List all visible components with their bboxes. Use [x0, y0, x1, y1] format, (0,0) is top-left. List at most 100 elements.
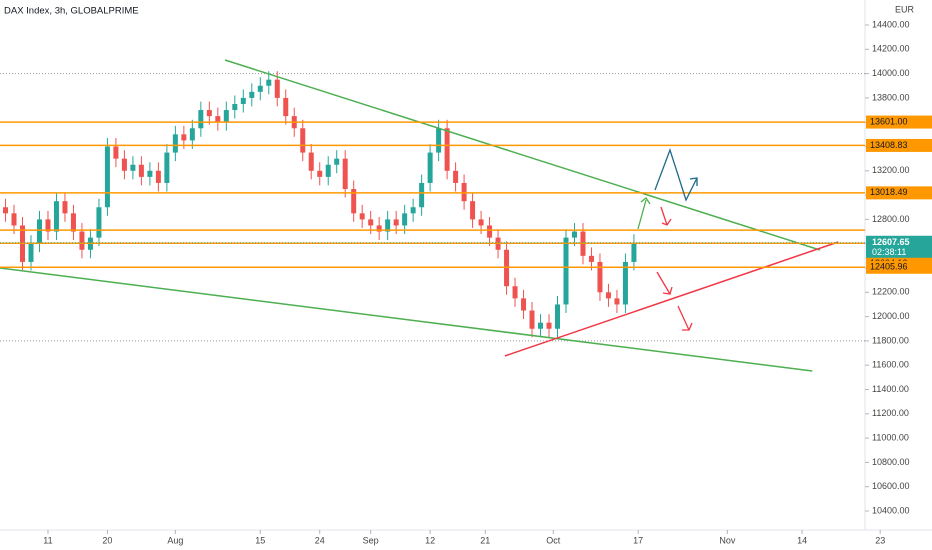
- x-tick-label: 11: [43, 535, 52, 545]
- candle-body: [563, 237, 569, 305]
- candle-body: [11, 213, 17, 226]
- candle-body: [461, 182, 467, 202]
- x-tick-label: Nov: [719, 535, 736, 545]
- candle-body: [232, 103, 238, 111]
- y-tick-label: 12000.00: [872, 311, 910, 321]
- level-price-box: [866, 138, 932, 152]
- candle-body: [147, 170, 153, 177]
- arrow-down: [677, 305, 693, 331]
- candle-body: [300, 128, 306, 153]
- x-tick-label: 20: [102, 535, 112, 545]
- candle-body: [28, 243, 34, 262]
- level-price-box: [866, 260, 932, 274]
- candle-body: [605, 292, 611, 299]
- axis-unit: EUR: [895, 4, 915, 14]
- candle-body: [53, 201, 59, 232]
- chart-title: DAX Index, 3h, GLOBALPRIME: [4, 6, 139, 17]
- y-tick-label: 11800.00: [872, 335, 909, 345]
- trend-line: [224, 59, 821, 251]
- arrow-down: [660, 206, 672, 226]
- candle-body: [393, 219, 399, 226]
- candle-body: [240, 97, 246, 104]
- level-price-label: 12405.96: [870, 262, 908, 272]
- level-price-label: 13408.83: [870, 140, 908, 150]
- candle-body: [555, 304, 561, 329]
- candle-body: [376, 225, 382, 232]
- y-tick-label: 10800.00: [872, 457, 910, 467]
- x-tick-label: 23: [875, 535, 885, 545]
- x-tick-label: 24: [315, 535, 325, 545]
- y-tick-label: 14000.00: [872, 68, 910, 78]
- x-tick-label: Sep: [363, 535, 379, 545]
- candle-body: [334, 158, 340, 165]
- y-tick-label: 10400.00: [872, 505, 910, 515]
- candle-body: [96, 207, 102, 238]
- arrow-up: [637, 197, 651, 230]
- candle-body: [385, 219, 391, 232]
- candle-body: [538, 322, 544, 329]
- x-tick-label: 21: [480, 535, 490, 545]
- candle-body: [419, 182, 425, 208]
- candle-body: [529, 310, 535, 329]
- trend-line: [0, 267, 813, 372]
- x-tick-label: 15: [255, 535, 265, 545]
- candle-body: [622, 261, 628, 305]
- candle-body: [181, 134, 187, 141]
- candle-body: [325, 164, 331, 177]
- candle-body: [274, 79, 280, 98]
- y-tick-label: 11000.00: [872, 432, 909, 442]
- projection-zigzag: [654, 148, 698, 202]
- level-price-label: 13601.00: [870, 116, 908, 126]
- candle-body: [79, 231, 85, 250]
- x-tick-label: 17: [633, 535, 643, 545]
- candle-body: [206, 110, 212, 117]
- candle-body: [368, 219, 374, 226]
- y-tick-label: 11200.00: [872, 408, 909, 418]
- candle-body: [266, 79, 272, 86]
- candle-body: [631, 242, 637, 262]
- candle-body: [410, 207, 416, 214]
- candle-body: [597, 261, 603, 293]
- candle-body: [223, 110, 229, 123]
- candle-body: [588, 255, 594, 262]
- candle-body: [436, 128, 442, 153]
- y-tick-label: 14200.00: [872, 44, 910, 54]
- candle-body: [138, 164, 144, 177]
- candle-body: [164, 152, 170, 183]
- candle-body: [402, 213, 408, 226]
- candle-body: [478, 219, 484, 226]
- y-tick-label: 12200.00: [872, 287, 910, 297]
- candle-body: [521, 298, 527, 311]
- candle-body: [359, 213, 365, 220]
- countdown-label: 02:38:11: [872, 247, 906, 257]
- trend-line: [504, 241, 839, 357]
- candle-body: [62, 201, 68, 214]
- last-price-label: 12607.65: [872, 237, 910, 247]
- x-tick-label: Oct: [546, 535, 561, 545]
- candle-body: [614, 298, 620, 305]
- arrow-down: [656, 271, 673, 295]
- x-tick-label: Aug: [167, 535, 183, 545]
- level-price-box: [866, 115, 932, 129]
- candle-body: [249, 91, 255, 98]
- x-tick-label: 12: [425, 535, 435, 545]
- candle-body: [453, 170, 459, 183]
- y-tick-label: 13200.00: [872, 165, 910, 175]
- candle-body: [470, 201, 476, 220]
- candle-body: [130, 164, 136, 171]
- candle-body: [189, 128, 195, 141]
- candle-body: [121, 158, 127, 171]
- candle-body: [317, 170, 323, 177]
- y-tick-label: 11600.00: [872, 360, 909, 370]
- candle-body: [308, 152, 314, 171]
- y-tick-label: 10600.00: [872, 481, 910, 491]
- annotations: [637, 148, 698, 331]
- candle-body: [351, 189, 357, 214]
- candle-body: [36, 219, 42, 244]
- candle-body: [113, 146, 119, 159]
- candle-body: [104, 146, 110, 208]
- y-tick-label: 14400.00: [872, 19, 910, 29]
- candle-body: [512, 286, 518, 299]
